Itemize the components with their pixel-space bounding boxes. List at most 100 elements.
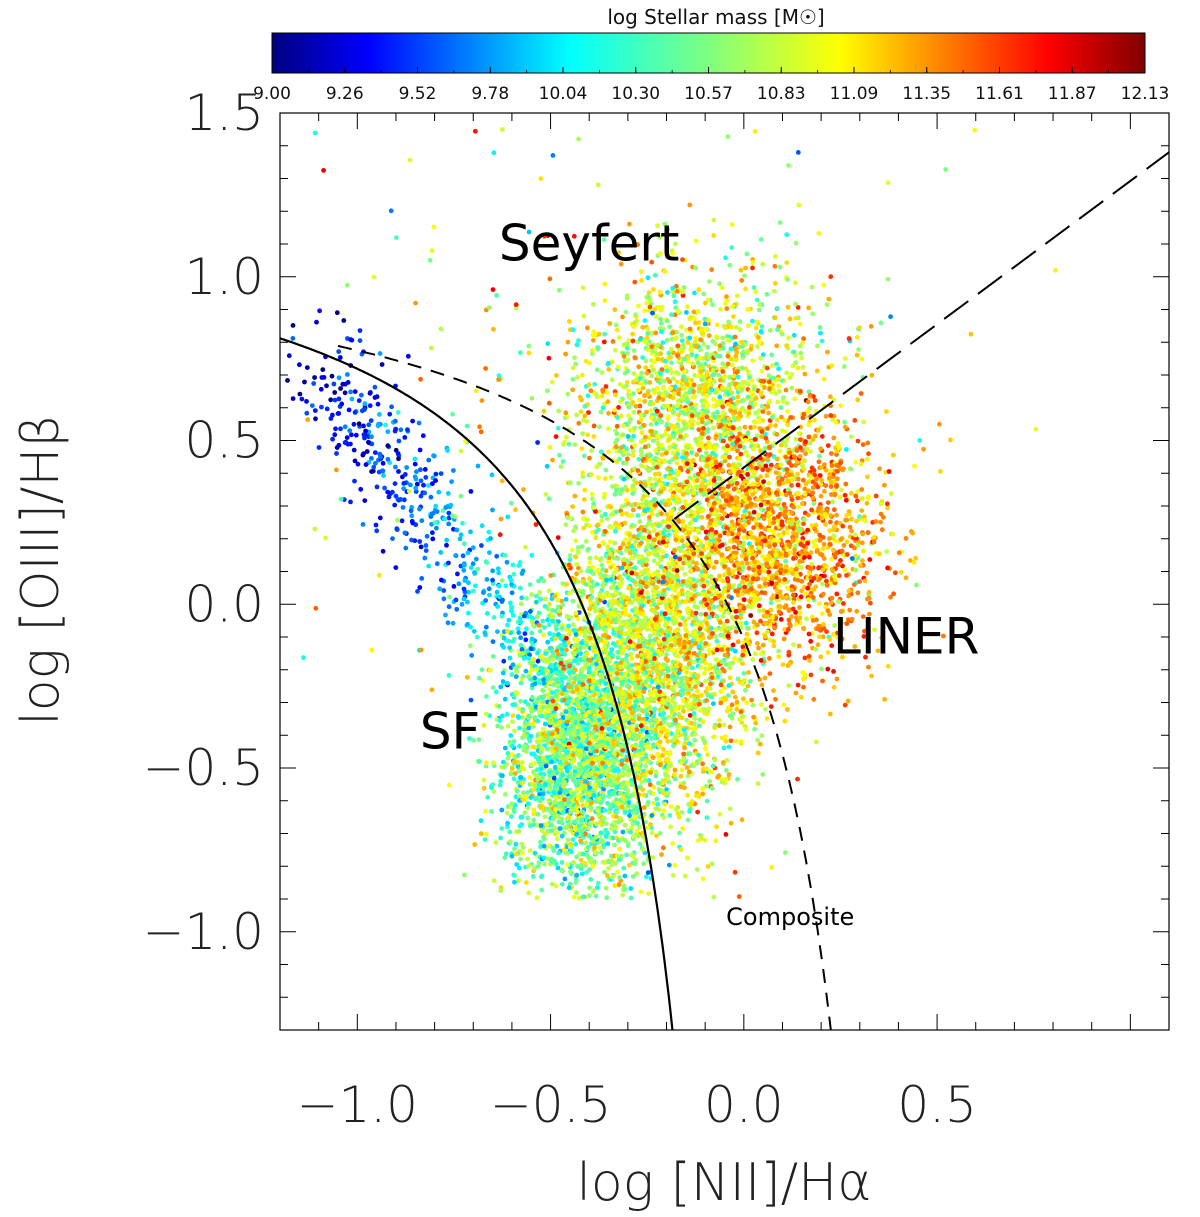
data-point (550, 748, 555, 754)
data-point (617, 791, 623, 796)
data-point (577, 630, 583, 636)
data-point (704, 698, 709, 703)
data-point (374, 528, 380, 534)
data-point (531, 751, 537, 757)
data-point (532, 715, 538, 720)
data-point (527, 848, 533, 854)
data-point (461, 596, 467, 602)
data-point (547, 781, 552, 787)
data-point (589, 685, 595, 691)
data-point (456, 581, 462, 587)
data-point (609, 712, 615, 718)
data-point (500, 713, 505, 719)
data-point (487, 592, 492, 598)
data-point (726, 744, 732, 750)
data-point (614, 715, 619, 721)
data-point (609, 731, 615, 737)
data-point (516, 752, 521, 758)
data-point (551, 682, 556, 688)
data-point (444, 542, 449, 548)
data-point (562, 779, 567, 785)
data-point (596, 475, 601, 481)
data-point (510, 713, 516, 719)
data-point (643, 615, 648, 621)
data-point (576, 823, 582, 829)
data-point (405, 353, 411, 359)
data-point (576, 767, 582, 773)
data-point (357, 338, 363, 343)
data-point (483, 624, 489, 630)
data-point (610, 339, 616, 344)
data-point (675, 724, 681, 729)
data-point (329, 373, 335, 379)
data-point (462, 872, 467, 878)
data-point (412, 456, 418, 462)
data-point (619, 771, 624, 777)
data-point (528, 733, 534, 739)
data-point (696, 723, 702, 729)
data-point (698, 611, 704, 617)
data-point (410, 418, 415, 424)
data-point (547, 773, 553, 779)
data-point (751, 714, 756, 720)
data-point (595, 702, 601, 707)
data-point (545, 639, 551, 645)
data-point (690, 665, 695, 671)
data-point (551, 859, 557, 865)
data-point (578, 863, 583, 869)
data-point (626, 700, 632, 705)
data-point (566, 795, 572, 801)
data-point (559, 598, 564, 604)
data-point (551, 775, 557, 781)
data-point (547, 602, 552, 607)
data-point (525, 801, 531, 807)
data-point (579, 544, 585, 549)
data-point (385, 456, 391, 462)
data-point (627, 813, 632, 818)
data-point (629, 825, 634, 831)
data-point (421, 482, 426, 488)
data-point (522, 864, 528, 870)
data-point (575, 545, 581, 550)
data-point (528, 609, 533, 614)
data-point (512, 728, 517, 734)
data-point (644, 699, 649, 704)
data-point (738, 739, 744, 744)
data-point (617, 875, 622, 880)
data-point (585, 393, 591, 399)
data-point (567, 557, 573, 563)
data-point (623, 548, 629, 553)
data-point (563, 675, 569, 680)
data-point (610, 641, 616, 646)
data-point (506, 617, 512, 623)
data-point (570, 689, 576, 695)
data-point (522, 727, 527, 733)
data-point (527, 775, 533, 780)
data-point (576, 895, 582, 901)
data-point (368, 390, 373, 395)
data-point (494, 589, 500, 595)
data-point (590, 760, 595, 766)
data-point (566, 623, 571, 629)
data-point (518, 856, 523, 862)
data-point (382, 485, 387, 491)
data-point (499, 578, 505, 583)
data-point (493, 689, 499, 695)
data-point (532, 675, 538, 681)
data-point (728, 738, 734, 744)
data-point (572, 819, 578, 825)
data-point (627, 706, 633, 711)
data-point (542, 603, 548, 609)
data-point (491, 789, 497, 794)
data-point (594, 821, 599, 827)
data-point (551, 632, 557, 638)
data-point (522, 631, 528, 636)
data-point (567, 765, 573, 770)
data-point (472, 571, 478, 576)
data-point (508, 600, 513, 606)
data-point (677, 714, 683, 720)
data-point (372, 450, 378, 455)
data-point (583, 746, 589, 752)
data-point (606, 759, 611, 764)
data-point (342, 424, 348, 430)
